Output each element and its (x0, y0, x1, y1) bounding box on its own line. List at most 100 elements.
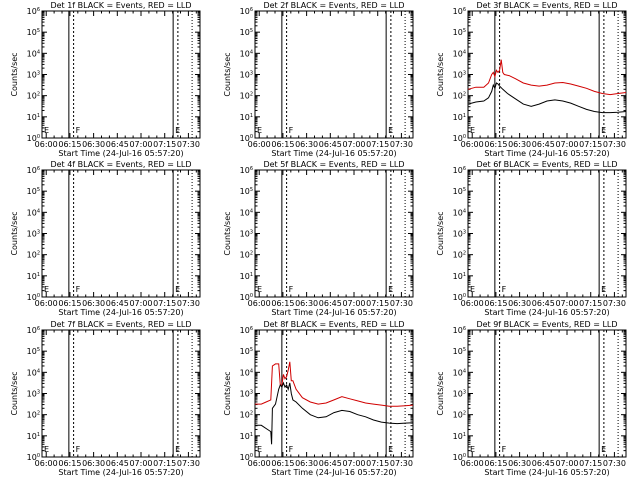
lld-series-line (255, 361, 414, 407)
flag-e: E (388, 445, 393, 454)
y-tick-label: 100 (453, 293, 466, 302)
flag-e-left: E (257, 445, 262, 454)
y-axis-label: Counts/sec (436, 371, 445, 415)
detector-panel-4: Det 4f BLACK = Events, RED = LLD 100 101 10… (10, 160, 201, 317)
x-tick-label: 07:15 (153, 140, 176, 149)
y-tick-label: 101 (27, 113, 40, 122)
x-tick-label: 07:00 (555, 299, 578, 308)
y-tick-label: 103 (453, 71, 466, 80)
y-tick-label: 102 (27, 411, 40, 420)
y-tick-label: 105 (240, 28, 253, 37)
x-axis-label: Start Time (24-Jul-16 05:57:20) (271, 149, 396, 158)
x-tick-label: 07:00 (129, 299, 152, 308)
x-tick-label: 06:30 (82, 140, 105, 149)
flag-f: F (502, 285, 507, 294)
x-tick-label: 07:15 (579, 459, 602, 468)
flag-f: F (289, 445, 294, 454)
x-tick-label: 06:15 (271, 299, 294, 308)
flag-e-left: E (257, 285, 262, 294)
y-tick-label: 101 (240, 272, 253, 281)
y-tick-label: 103 (240, 390, 253, 399)
flag-e: E (175, 445, 180, 454)
x-tick-label: 07:00 (129, 459, 152, 468)
panel-title: Det 1f BLACK = Events, RED = LLD (50, 1, 191, 10)
x-tick-label: 07:00 (342, 140, 365, 149)
events-series-line (255, 381, 414, 445)
x-axis-label: Start Time (24-Jul-16 05:57:20) (58, 308, 183, 317)
x-tick-label: 07:00 (555, 140, 578, 149)
x-axis-label: Start Time (24-Jul-16 05:57:20) (484, 468, 609, 477)
detector-panel-9: Det 9f BLACK = Events, RED = LLD 100 101 10… (436, 320, 627, 477)
x-tick-label: 06:45 (106, 140, 129, 149)
y-tick-label: 105 (27, 187, 40, 196)
plot-frame (41, 10, 201, 139)
flag-f: F (76, 126, 81, 135)
y-tick-label: 106 (27, 166, 40, 175)
flag-e-left: E (470, 285, 475, 294)
flag-e: E (601, 126, 606, 135)
flag-e: E (175, 126, 180, 135)
y-tick-label: 106 (240, 166, 253, 175)
detector-panel-1: Det 1f BLACK = Events, RED = LLD 100 101 10… (10, 1, 201, 158)
flag-f: F (502, 445, 507, 454)
x-tick-label: 07:30 (603, 299, 626, 308)
panel-title: Det 9f BLACK = Events, RED = LLD (476, 320, 617, 329)
x-tick-label: 06:45 (532, 299, 555, 308)
x-tick-label: 06:00 (461, 459, 484, 468)
y-tick-label: 105 (27, 347, 40, 356)
x-axis-label: Start Time (24-Jul-16 05:57:20) (484, 308, 609, 317)
y-tick-label: 106 (453, 326, 466, 335)
flag-e-left: E (470, 445, 475, 454)
x-tick-label: 07:30 (390, 459, 413, 468)
plot-frame (467, 169, 627, 298)
lld-series-line (467, 59, 627, 96)
panel-title: Det 6f BLACK = Events, RED = LLD (476, 160, 617, 169)
y-axis-label: Counts/sec (223, 52, 232, 96)
x-tick-label: 06:30 (82, 459, 105, 468)
flag-f: F (76, 285, 81, 294)
x-tick-label: 06:00 (35, 459, 58, 468)
y-tick-label: 105 (240, 347, 253, 356)
x-tick-label: 06:15 (58, 140, 81, 149)
flag-e-left: E (44, 126, 49, 135)
x-axis-label: Start Time (24-Jul-16 05:57:20) (484, 149, 609, 158)
x-tick-label: 07:30 (390, 140, 413, 149)
x-tick-label: 07:00 (129, 140, 152, 149)
y-tick-label: 101 (453, 272, 466, 281)
x-tick-label: 06:45 (319, 299, 342, 308)
y-tick-label: 103 (27, 390, 40, 399)
panel-title: Det 3f BLACK = Events, RED = LLD (476, 1, 617, 10)
x-axis-label: Start Time (24-Jul-16 05:57:20) (271, 308, 396, 317)
y-axis-label: Counts/sec (436, 52, 445, 96)
y-tick-label: 100 (27, 453, 40, 462)
x-tick-label: 06:15 (271, 140, 294, 149)
y-tick-label: 103 (453, 230, 466, 239)
x-tick-label: 07:15 (579, 299, 602, 308)
y-tick-label: 102 (240, 251, 253, 260)
x-tick-label: 06:00 (461, 140, 484, 149)
x-tick-label: 07:30 (390, 299, 413, 308)
x-tick-label: 07:00 (555, 459, 578, 468)
x-tick-label: 07:00 (342, 299, 365, 308)
x-tick-label: 07:15 (366, 299, 389, 308)
x-tick-label: 07:15 (366, 140, 389, 149)
x-tick-label: 07:15 (153, 299, 176, 308)
x-tick-label: 06:45 (106, 299, 129, 308)
flag-e: E (175, 285, 180, 294)
x-tick-label: 07:30 (603, 459, 626, 468)
x-tick-label: 06:30 (82, 299, 105, 308)
x-tick-label: 06:30 (295, 299, 318, 308)
flag-e: E (601, 445, 606, 454)
flag-e: E (388, 126, 393, 135)
x-tick-label: 06:15 (58, 459, 81, 468)
flag-e-left: E (257, 126, 262, 135)
plot-frame (254, 10, 414, 139)
x-tick-label: 06:30 (295, 459, 318, 468)
plot-frame (254, 169, 414, 298)
x-tick-label: 07:15 (579, 140, 602, 149)
y-axis-label: Counts/sec (10, 52, 19, 96)
y-tick-label: 104 (240, 49, 253, 58)
y-tick-label: 106 (240, 326, 253, 335)
y-tick-label: 106 (27, 326, 40, 335)
flag-e-left: E (470, 126, 475, 135)
